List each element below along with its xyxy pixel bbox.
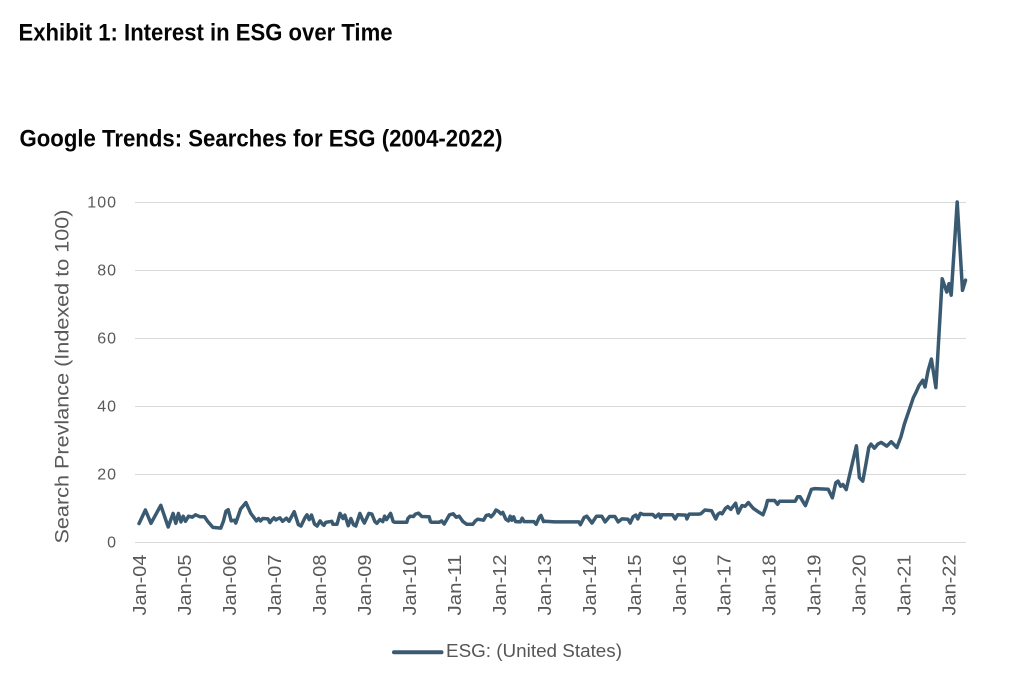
svg-text:ESG: (United States): ESG: (United States) <box>446 641 622 661</box>
svg-text:Jan-20: Jan-20 <box>850 555 870 616</box>
svg-text:Jan-19: Jan-19 <box>805 555 825 616</box>
svg-text:Exhibit 1: Interest in ESG ove: Exhibit 1: Interest in ESG over Time <box>19 20 393 47</box>
svg-text:Jan-13: Jan-13 <box>535 555 555 616</box>
svg-text:100: 100 <box>87 195 117 212</box>
svg-text:Jan-10: Jan-10 <box>400 555 420 616</box>
svg-text:80: 80 <box>97 263 117 280</box>
svg-text:Jan-11: Jan-11 <box>445 555 465 616</box>
svg-text:40: 40 <box>97 399 117 416</box>
svg-text:Google Trends: Searches for ES: Google Trends: Searches for ESG (2004-20… <box>20 126 503 153</box>
svg-text:Search Prevlance (Indexed to 1: Search Prevlance (Indexed to 100) <box>53 210 74 544</box>
svg-text:Jan-12: Jan-12 <box>490 555 510 616</box>
svg-text:Jan-04: Jan-04 <box>130 555 150 616</box>
svg-text:Jan-14: Jan-14 <box>580 555 600 616</box>
svg-text:Jan-16: Jan-16 <box>670 555 690 616</box>
svg-text:Jan-09: Jan-09 <box>355 555 375 616</box>
svg-text:20: 20 <box>97 467 117 484</box>
svg-text:Jan-08: Jan-08 <box>310 555 330 616</box>
svg-text:Jan-06: Jan-06 <box>220 555 240 616</box>
svg-text:Jan-05: Jan-05 <box>175 555 195 616</box>
svg-text:Jan-15: Jan-15 <box>625 555 645 616</box>
svg-text:Jan-21: Jan-21 <box>895 555 915 616</box>
svg-text:Jan-18: Jan-18 <box>760 555 780 616</box>
svg-text:60: 60 <box>97 331 117 348</box>
svg-text:Jan-17: Jan-17 <box>715 555 735 616</box>
svg-text:0: 0 <box>107 535 117 552</box>
svg-text:Jan-22: Jan-22 <box>940 555 960 616</box>
svg-text:Jan-07: Jan-07 <box>265 555 285 616</box>
